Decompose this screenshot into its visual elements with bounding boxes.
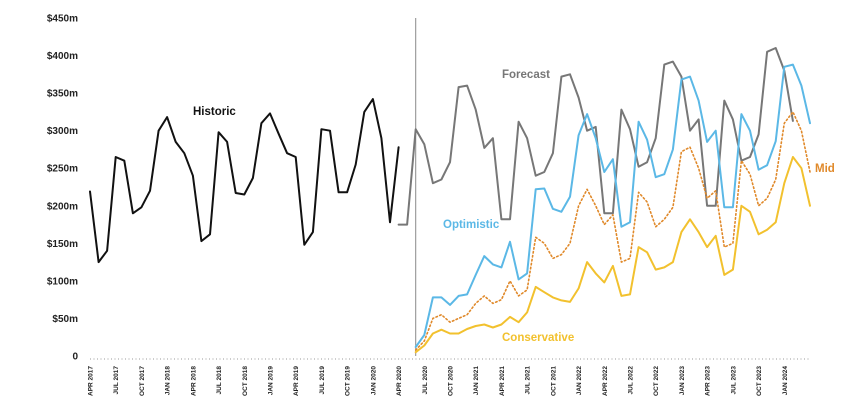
annotation-historic: Historic <box>193 106 236 118</box>
y-tick-label: 0 <box>72 352 78 363</box>
y-tick-label: $150m <box>47 239 78 250</box>
annotation-forecast: Forecast <box>502 69 550 81</box>
x-tick-label: APR 2021 <box>499 366 506 396</box>
annotation-optimistic: Optimistic <box>443 219 500 231</box>
y-tick-label: $450m <box>47 14 78 25</box>
annotation-conservative: Conservative <box>502 332 574 344</box>
x-tick-label: APR 2020 <box>396 366 403 396</box>
x-tick-label: JUL 2023 <box>730 366 737 395</box>
series-line-historic <box>89 98 400 264</box>
y-tick-label: $200m <box>47 201 78 212</box>
x-tick-label: OCT 2022 <box>653 366 660 396</box>
x-tick-label: JUL 2017 <box>113 366 120 395</box>
y-tick-label: $350m <box>47 89 78 100</box>
x-tick-label: APR 2019 <box>293 366 300 396</box>
x-tick-label: JAN 2021 <box>473 366 480 396</box>
x-tick-label: APR 2023 <box>705 366 712 396</box>
annotation-mid: Mid <box>815 163 835 175</box>
x-tick-label: JUL 2022 <box>628 366 635 395</box>
x-tick-label: OCT 2017 <box>139 366 146 396</box>
series-annotations: Historic Forecast Optimistic Mid Conserv… <box>193 69 835 344</box>
y-tick-label: $100m <box>47 276 78 287</box>
x-tick-label: JUL 2021 <box>525 366 532 395</box>
x-tick-label: OCT 2019 <box>345 366 352 396</box>
x-axis: APR 2017 JUL 2017 OCT 2017 JAN 2018 APR 2018… <box>88 358 810 396</box>
x-tick-label: JUL 2018 <box>216 366 223 395</box>
series-line-forecast <box>397 47 794 226</box>
x-tick-label: JUL 2020 <box>422 366 429 395</box>
x-tick-label: JAN 2024 <box>782 366 789 396</box>
y-tick-label: $300m <box>47 126 78 137</box>
x-tick-label: APR 2018 <box>190 366 197 396</box>
y-tick-label: $50m <box>52 314 78 325</box>
series-line-optimistic <box>414 63 811 348</box>
x-tick-label: JAN 2020 <box>370 366 377 396</box>
y-tick-label: $400m <box>47 51 78 62</box>
series-line-conservative <box>414 156 811 354</box>
y-axis: 0 $50m $100m $150m $200m $250m $300m $350m $400m… <box>47 14 79 363</box>
x-tick-label: APR 2022 <box>602 366 609 396</box>
series-layer <box>89 47 811 354</box>
x-tick-label: JAN 2022 <box>576 366 583 396</box>
x-tick-label: JUL 2019 <box>319 366 326 395</box>
x-tick-label: OCT 2021 <box>550 366 557 396</box>
y-tick-label: $250m <box>47 164 78 175</box>
x-tick-label: JAN 2019 <box>268 366 275 396</box>
x-tick-label: OCT 2020 <box>448 366 455 396</box>
x-tick-label: APR 2017 <box>88 366 95 396</box>
x-tick-label: OCT 2023 <box>756 366 763 396</box>
x-tick-label: JAN 2018 <box>165 366 172 396</box>
series-line-mid <box>414 111 811 351</box>
x-tick-label: JAN 2023 <box>679 366 686 396</box>
x-tick-label: OCT 2018 <box>242 366 249 396</box>
